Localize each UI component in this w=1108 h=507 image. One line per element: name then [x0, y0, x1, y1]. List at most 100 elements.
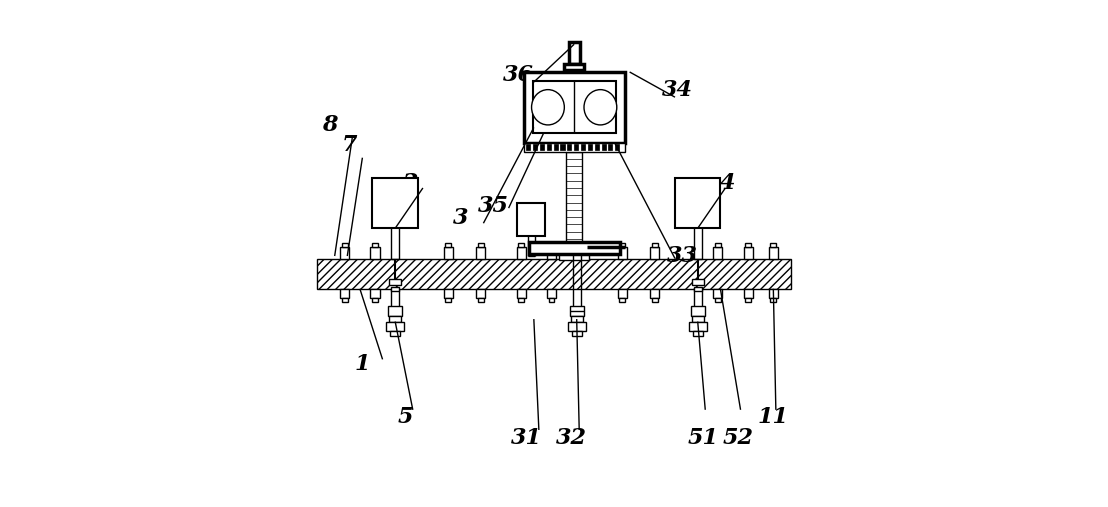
- Bar: [476, 247, 485, 259]
- Bar: [526, 144, 531, 150]
- Bar: [388, 306, 402, 315]
- Bar: [372, 178, 418, 228]
- Bar: [529, 242, 619, 254]
- Bar: [478, 243, 484, 247]
- Bar: [690, 306, 705, 315]
- Text: 1: 1: [355, 353, 370, 375]
- Bar: [743, 289, 752, 298]
- Bar: [519, 298, 524, 302]
- Bar: [386, 321, 404, 331]
- Bar: [608, 144, 613, 150]
- Bar: [372, 298, 378, 302]
- Bar: [715, 243, 721, 247]
- Bar: [554, 144, 557, 150]
- Bar: [391, 287, 399, 291]
- Bar: [370, 247, 380, 259]
- Ellipse shape: [532, 90, 564, 125]
- Bar: [546, 144, 551, 150]
- Bar: [692, 331, 702, 336]
- Bar: [617, 247, 627, 259]
- Bar: [370, 289, 380, 298]
- Text: 33: 33: [667, 245, 698, 267]
- Bar: [445, 298, 451, 302]
- Text: 8: 8: [321, 114, 337, 136]
- Bar: [769, 247, 778, 259]
- Bar: [746, 243, 751, 247]
- Bar: [572, 331, 582, 336]
- Bar: [770, 243, 777, 247]
- Bar: [746, 298, 751, 302]
- Bar: [340, 289, 349, 298]
- Text: 32: 32: [556, 426, 587, 449]
- Bar: [570, 306, 584, 315]
- Bar: [524, 142, 625, 152]
- Bar: [443, 289, 453, 298]
- Bar: [516, 247, 526, 259]
- Bar: [389, 315, 401, 321]
- Bar: [517, 203, 545, 236]
- Bar: [341, 298, 348, 302]
- Text: 52: 52: [722, 426, 753, 449]
- Bar: [560, 254, 589, 260]
- Bar: [619, 298, 625, 302]
- Bar: [650, 247, 659, 259]
- Bar: [652, 243, 658, 247]
- Bar: [615, 144, 619, 150]
- Bar: [533, 144, 537, 150]
- Bar: [516, 289, 526, 298]
- Bar: [567, 321, 586, 331]
- Bar: [567, 144, 572, 150]
- Bar: [595, 144, 598, 150]
- Bar: [478, 298, 484, 302]
- Bar: [770, 298, 777, 302]
- Bar: [588, 144, 592, 150]
- Bar: [389, 279, 401, 285]
- Bar: [390, 331, 400, 336]
- Bar: [372, 243, 378, 247]
- Bar: [714, 247, 722, 259]
- Bar: [445, 243, 451, 247]
- Bar: [650, 289, 659, 298]
- Bar: [691, 315, 704, 321]
- Bar: [340, 247, 349, 259]
- Bar: [602, 144, 606, 150]
- Bar: [689, 321, 707, 331]
- Bar: [540, 144, 544, 150]
- Text: 31: 31: [511, 426, 542, 449]
- Bar: [568, 42, 579, 64]
- Bar: [743, 247, 752, 259]
- Bar: [547, 247, 556, 259]
- Bar: [561, 144, 565, 150]
- Bar: [714, 289, 722, 298]
- Bar: [548, 298, 554, 302]
- Text: 34: 34: [663, 79, 692, 100]
- Text: 11: 11: [758, 407, 789, 428]
- Text: 51: 51: [687, 426, 718, 449]
- Bar: [476, 289, 485, 298]
- Bar: [617, 289, 627, 298]
- Bar: [574, 144, 578, 150]
- Bar: [619, 243, 625, 247]
- Bar: [694, 287, 701, 291]
- Text: 3: 3: [453, 207, 469, 229]
- Bar: [341, 243, 348, 247]
- Bar: [317, 259, 791, 289]
- Bar: [691, 279, 704, 285]
- Bar: [571, 315, 583, 321]
- Bar: [769, 289, 778, 298]
- Bar: [547, 289, 556, 298]
- Ellipse shape: [584, 90, 617, 125]
- Bar: [564, 64, 584, 70]
- Text: 4: 4: [720, 172, 736, 194]
- Text: 7: 7: [342, 134, 358, 156]
- Text: 36: 36: [503, 63, 534, 86]
- Bar: [566, 152, 582, 254]
- Bar: [524, 72, 625, 142]
- Bar: [548, 243, 554, 247]
- Text: 5: 5: [398, 407, 413, 428]
- Bar: [443, 247, 453, 259]
- Bar: [533, 81, 616, 133]
- Bar: [652, 298, 658, 302]
- Text: 2: 2: [402, 172, 418, 194]
- Bar: [675, 178, 720, 228]
